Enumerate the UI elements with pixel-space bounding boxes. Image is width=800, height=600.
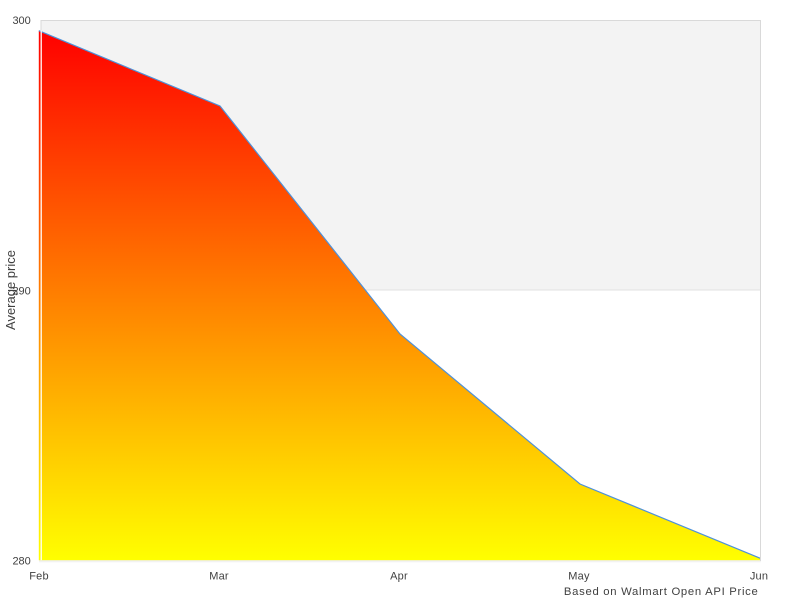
svg-text:Mar: Mar [209,571,229,583]
svg-text:300: 300 [12,15,30,27]
svg-text:May: May [568,571,590,583]
svg-text:Apr: Apr [390,571,408,583]
svg-text:290: 290 [12,286,30,298]
svg-text:Average price: Average price [3,250,18,330]
svg-text:Jun: Jun [750,571,768,583]
svg-text:Feb: Feb [29,571,49,583]
svg-text:Based on Walmart Open API Pric: Based on Walmart Open API Price [564,586,759,598]
svg-text:280: 280 [12,555,30,567]
